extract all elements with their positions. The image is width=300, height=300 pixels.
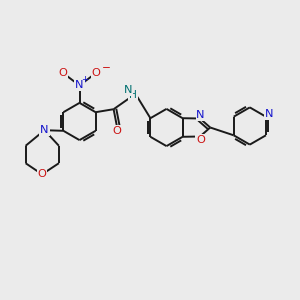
Text: N: N xyxy=(265,109,274,119)
Text: N: N xyxy=(40,125,49,135)
Text: N: N xyxy=(124,85,132,95)
Text: H: H xyxy=(129,90,137,100)
Text: O: O xyxy=(92,68,100,78)
Text: O: O xyxy=(113,126,122,136)
Text: O: O xyxy=(196,135,205,145)
Text: O: O xyxy=(58,68,68,78)
Text: N: N xyxy=(75,80,84,91)
Text: O: O xyxy=(38,169,46,179)
Text: +: + xyxy=(81,75,88,84)
Text: −: − xyxy=(101,62,110,73)
Text: N: N xyxy=(196,110,205,120)
